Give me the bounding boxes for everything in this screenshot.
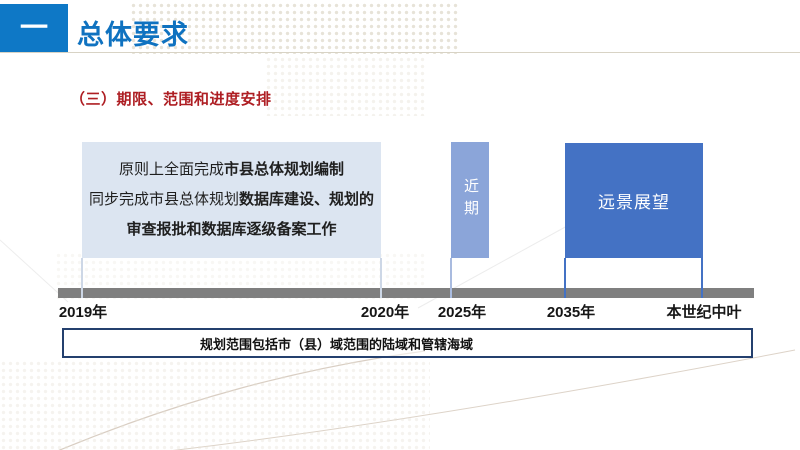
- near-term-box: 近期: [451, 142, 489, 258]
- connector-outlook-left: [564, 258, 566, 298]
- plan-task-line-1: 原则上全面完成市县总体规划编制: [118, 161, 345, 178]
- connector-outlook-right: [701, 258, 703, 298]
- outlook-label: 远景展望: [598, 193, 670, 212]
- connector-plan-right: [380, 258, 382, 298]
- scope-note-box: 规划范围包括市（县）域范围的陆域和管辖海域: [62, 328, 753, 358]
- dot-pattern-mid: [265, 56, 425, 116]
- header-divider: [0, 52, 800, 53]
- axis-label-mid-century: 本世纪中叶: [666, 304, 742, 321]
- plan-task-line-2: 同步完成市县总体规划数据库建设、规划的: [88, 191, 375, 208]
- plan-tasks-box: 原则上全面完成市县总体规划编制 同步完成市县总体规划数据库建设、规划的 审查报批…: [82, 142, 381, 258]
- near-term-label: 近期: [462, 178, 479, 222]
- slide-section-number-badge: 一: [0, 4, 68, 52]
- timeline-axis: [58, 288, 754, 298]
- section-heading: （三）期限、范围和进度安排: [70, 91, 272, 108]
- page-title: 总体要求: [77, 20, 189, 50]
- section-number-label: 一: [19, 12, 48, 43]
- axis-label-2035: 2035年: [546, 304, 596, 321]
- scope-note-text: 规划范围包括市（县）域范围的陆域和管辖海域: [199, 336, 473, 352]
- connector-plan-left: [81, 258, 83, 298]
- axis-label-2019: 2019年: [58, 304, 108, 321]
- dot-pattern-bottom: [0, 360, 430, 450]
- plan-task-line-3: 审查报批和数据库逐级备案工作: [126, 221, 337, 238]
- axis-label-2025: 2025年: [437, 304, 487, 321]
- axis-label-2020: 2020年: [360, 304, 410, 321]
- outlook-box: 远景展望: [565, 143, 703, 258]
- connector-near-term: [450, 258, 452, 298]
